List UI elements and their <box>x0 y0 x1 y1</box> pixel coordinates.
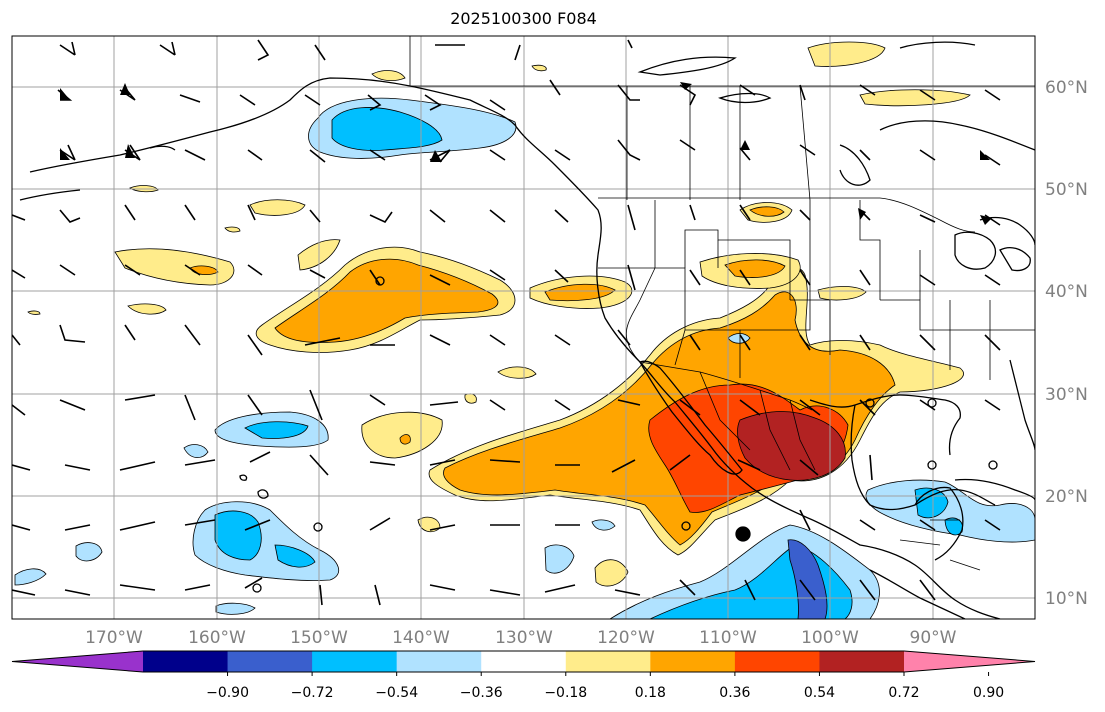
colorbar-segment <box>650 651 736 672</box>
contour-darkred-main <box>737 411 846 481</box>
colorbar-tick-label: 0.18 <box>635 685 666 701</box>
lon-tick-label: 90°W <box>910 628 957 648</box>
colorbar-tick-label: −0.72 <box>291 685 334 701</box>
colorbar-tick-label: −0.90 <box>206 685 249 701</box>
colorbar-segment <box>227 651 313 672</box>
contour-royalblue-epac <box>787 539 828 619</box>
colorbar-segment <box>396 651 482 672</box>
lat-tick-label: 40°N <box>1045 282 1088 302</box>
colorbar-segment <box>734 651 820 672</box>
lat-tick-label: 30°N <box>1045 385 1088 405</box>
political-borders <box>409 36 1035 571</box>
colorbar-tick-label: 0.54 <box>804 685 835 701</box>
colorbar: −0.90 −0.72 −0.54 −0.36 −0.18 0.18 0.36 0.54 0.7… <box>11 650 1036 701</box>
coastlines <box>19 41 1035 619</box>
colorbar-segment <box>565 651 651 672</box>
lon-tick-label: 150°W <box>290 628 348 648</box>
calm-wind-circles <box>252 276 998 593</box>
map-plot-area <box>12 36 1035 619</box>
wind-barbs <box>12 39 1001 606</box>
lat-tick-label: 10°N <box>1045 589 1088 609</box>
lon-tick-label: 110°W <box>699 628 757 648</box>
wind-pennants <box>60 82 992 225</box>
lat-tick-label: 50°N <box>1045 180 1088 200</box>
colorbar-segment <box>481 651 567 672</box>
map-title: 2025100300 F084 <box>450 9 597 28</box>
map-frame <box>11 35 1036 620</box>
colorbar-tick-label: −0.54 <box>375 685 418 701</box>
colorbar-tick-label: −0.18 <box>544 685 587 701</box>
lon-tick-label: 140°W <box>392 628 450 648</box>
lat-tick-labels: 60°N 50°N 40°N 30°N 20°N 10°N <box>1045 78 1088 609</box>
lon-tick-labels: 170°W 160°W 150°W 140°W 130°W 120°W 110°… <box>85 628 957 648</box>
colorbar-segment <box>312 651 398 672</box>
colorbar-extend-min <box>12 651 143 672</box>
colorbar-extend-max <box>904 651 1035 672</box>
colorbar-tick-label: 0.90 <box>973 685 1004 701</box>
lon-tick-label: 130°W <box>495 628 553 648</box>
colorbar-tick-label: −0.36 <box>460 685 503 701</box>
lat-lon-grid <box>12 36 1035 619</box>
contour-orange-pacific <box>274 258 499 343</box>
lat-tick-label: 20°N <box>1045 487 1088 507</box>
lon-tick-label: 120°W <box>597 628 655 648</box>
colorbar-tick-label: 0.72 <box>888 685 919 701</box>
lon-tick-label: 170°W <box>85 628 143 648</box>
colorbar-outline <box>11 650 1036 673</box>
lat-tick-label: 60°N <box>1045 78 1088 98</box>
lon-tick-label: 100°W <box>801 628 859 648</box>
colorbar-segment <box>143 651 229 672</box>
colorbar-tick-label: 0.36 <box>719 685 750 701</box>
positive-anomaly-fields <box>27 41 971 587</box>
lon-tick-label: 160°W <box>188 628 246 648</box>
colorbar-segment <box>819 651 905 672</box>
